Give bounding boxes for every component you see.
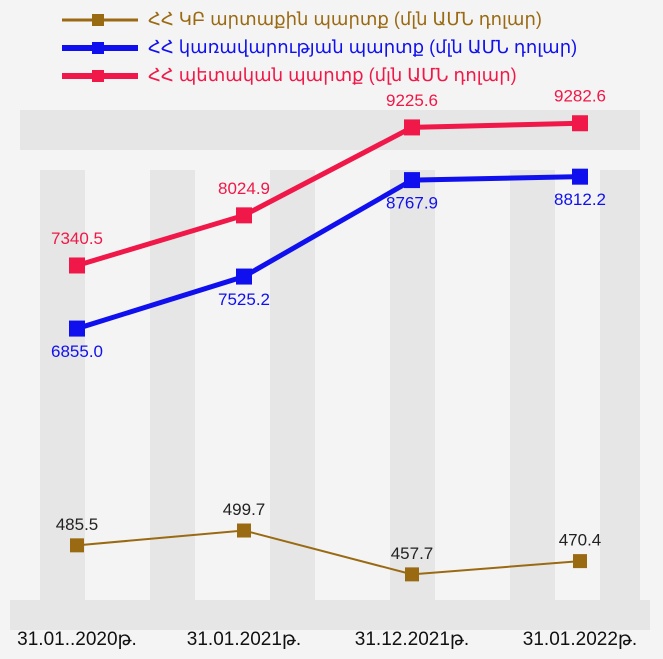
point-marker [70, 538, 84, 553]
series-line [76, 529, 581, 576]
data-label: 8812.2 [554, 190, 606, 209]
point-marker [236, 207, 252, 224]
legend-label: ՀՀ պետական պարտք (մլն ԱՄՆ դոլար) [148, 65, 517, 85]
data-label: 470.4 [559, 531, 602, 550]
legend-label: ՀՀ ԿԲ արտաքին պարտք (մլն ԱՄՆ դոլար) [148, 9, 542, 29]
data-label: 7340.5 [51, 229, 103, 248]
point-marker [404, 172, 420, 189]
x-tick-label: 31.12.2021թ. [355, 629, 469, 650]
background-art [10, 110, 650, 630]
series-line [76, 120, 581, 268]
legend-label: ՀՀ կառավարության պարտք (մլն ԱՄՆ դոլար) [148, 37, 577, 57]
legend-marker [92, 70, 104, 82]
data-label: 457.7 [391, 544, 434, 563]
point-marker [404, 119, 420, 136]
data-label: 7525.2 [218, 290, 270, 309]
point-marker [236, 268, 252, 285]
x-tick-label: 31.01.2022թ. [523, 629, 637, 650]
data-label: 9282.6 [554, 87, 606, 106]
x-tick-label: 31.01.2021թ. [187, 629, 301, 650]
data-label: 8024.9 [218, 179, 270, 198]
data-label: 9225.6 [386, 91, 438, 110]
series-line [76, 174, 581, 331]
point-marker [237, 523, 251, 538]
point-marker [572, 115, 588, 132]
legend-marker [92, 42, 104, 54]
x-tick-label: 31.01..2020թ. [17, 629, 137, 650]
point-marker [572, 168, 588, 185]
point-marker [573, 554, 587, 569]
point-marker [405, 567, 419, 582]
data-label: 6855.0 [51, 342, 103, 361]
data-label: 499.7 [223, 500, 266, 519]
point-marker [69, 320, 85, 337]
point-marker [69, 257, 85, 274]
legend-marker [92, 14, 104, 26]
data-label: 8767.9 [386, 194, 438, 213]
data-label: 485.5 [56, 515, 99, 534]
